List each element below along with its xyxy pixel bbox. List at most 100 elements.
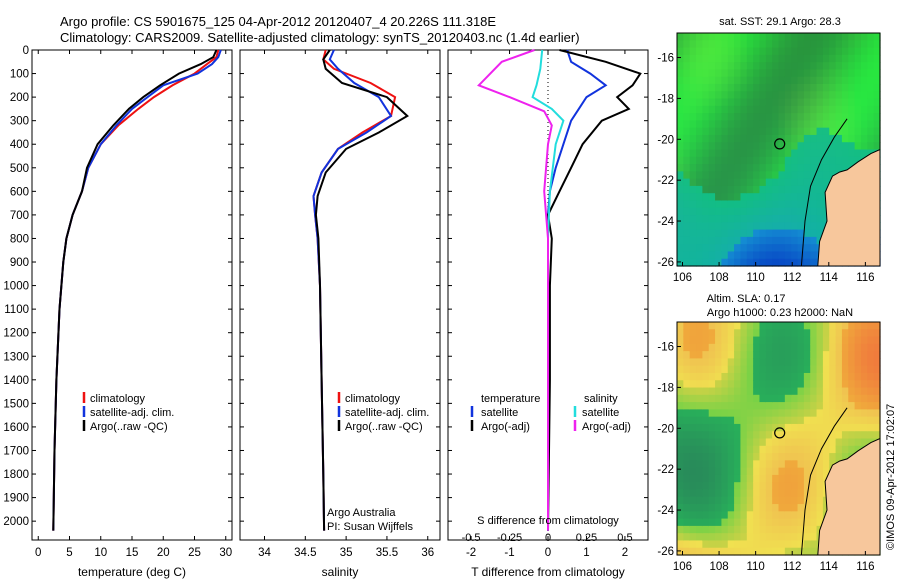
map-cell xyxy=(822,351,830,360)
map-cell xyxy=(734,358,742,367)
map-cell xyxy=(835,120,843,129)
map-cell xyxy=(791,222,799,231)
map-cell xyxy=(753,372,761,381)
map-cell xyxy=(683,482,691,491)
y-tick-label: 100 xyxy=(10,69,29,81)
map-cell xyxy=(734,113,742,121)
map-cell xyxy=(683,460,691,469)
map-cell xyxy=(873,47,881,56)
map-cell xyxy=(841,445,849,454)
map-cell xyxy=(867,322,875,330)
map-cell xyxy=(746,372,754,381)
map-cell xyxy=(759,496,767,505)
salinity-xlabel: salinity xyxy=(322,565,359,579)
map-cell xyxy=(715,533,722,542)
map-cell xyxy=(867,409,875,418)
map-cell xyxy=(765,134,773,143)
map-cell xyxy=(677,533,684,542)
map-cell xyxy=(740,47,748,56)
map-cell xyxy=(677,394,684,403)
map-cell xyxy=(708,229,716,238)
map-cell xyxy=(740,200,748,209)
map-cell xyxy=(772,387,780,396)
map-cell xyxy=(721,387,729,396)
map-cell xyxy=(734,423,742,432)
map-cell xyxy=(797,525,805,534)
map-cell xyxy=(696,394,703,403)
map-cell xyxy=(772,533,780,542)
map-cell xyxy=(803,496,811,505)
map-cell xyxy=(873,33,881,41)
map-cell xyxy=(759,380,767,389)
map-cell xyxy=(854,431,862,440)
map-cell xyxy=(753,518,761,527)
map-cell xyxy=(810,156,818,165)
map-cell xyxy=(854,387,862,396)
map-cell xyxy=(734,336,742,345)
map-cell xyxy=(784,351,792,360)
difference-xlabel: T difference from climatology xyxy=(471,565,625,579)
map-cell xyxy=(867,98,875,107)
map-cell xyxy=(721,482,729,491)
map-cell xyxy=(835,343,843,352)
map-cell xyxy=(721,47,729,56)
map-cell xyxy=(797,207,805,216)
map-cell xyxy=(810,402,818,410)
x-tick-label: 0 xyxy=(35,547,41,559)
map-cell xyxy=(683,496,691,505)
map-cell xyxy=(822,336,830,345)
map-cell xyxy=(734,329,742,338)
map-cell xyxy=(791,98,799,107)
map-cell xyxy=(829,343,837,352)
map-cell xyxy=(702,76,710,85)
map-cell xyxy=(702,69,710,78)
x-tick-label: 35.5 xyxy=(376,547,398,559)
map-cell xyxy=(791,394,799,403)
map-cell xyxy=(689,113,697,121)
map-cell xyxy=(816,134,824,143)
map-cell xyxy=(835,113,843,121)
header-line-1: Argo profile: CS 5901675_125 04-Apr-2012… xyxy=(60,14,496,29)
map-cell xyxy=(772,460,780,469)
salinity-panel-frame xyxy=(239,49,441,541)
map-cell xyxy=(689,156,697,165)
map-cell xyxy=(778,91,786,100)
map-cell xyxy=(791,54,799,63)
map-cell xyxy=(715,540,722,549)
map-cell xyxy=(791,113,799,121)
map-cell xyxy=(721,156,729,165)
map-cell xyxy=(689,467,697,476)
map-cell xyxy=(797,83,805,92)
map-cell xyxy=(848,336,856,345)
map-cell xyxy=(696,98,703,107)
map-cell xyxy=(797,113,805,121)
map-cell xyxy=(841,380,849,389)
map-cell xyxy=(772,351,780,360)
map-cell xyxy=(715,336,722,345)
map-cell xyxy=(841,76,849,85)
map-cell xyxy=(683,164,691,172)
map-cell xyxy=(677,453,684,461)
map-cell xyxy=(797,54,805,63)
map-cell xyxy=(677,47,684,56)
map-cell xyxy=(841,134,849,143)
map-cell xyxy=(873,416,881,425)
map-cell xyxy=(727,200,735,209)
map-cell xyxy=(860,329,868,338)
map-cell xyxy=(765,171,773,180)
map-cell xyxy=(715,453,722,461)
map-cell xyxy=(803,105,811,114)
map-cell xyxy=(810,547,818,556)
map-cell xyxy=(816,215,824,223)
map-cell xyxy=(848,445,856,454)
map-cell xyxy=(734,518,742,527)
map-cell xyxy=(778,380,786,389)
map-cell xyxy=(702,533,710,542)
map-cell xyxy=(689,438,697,447)
map-cell xyxy=(822,83,830,92)
map-cell xyxy=(753,142,761,151)
map-y-tick-label: -24 xyxy=(657,505,674,517)
y-tick-label: 1800 xyxy=(3,469,29,481)
map-cell xyxy=(715,98,722,107)
map-cell xyxy=(727,215,735,223)
